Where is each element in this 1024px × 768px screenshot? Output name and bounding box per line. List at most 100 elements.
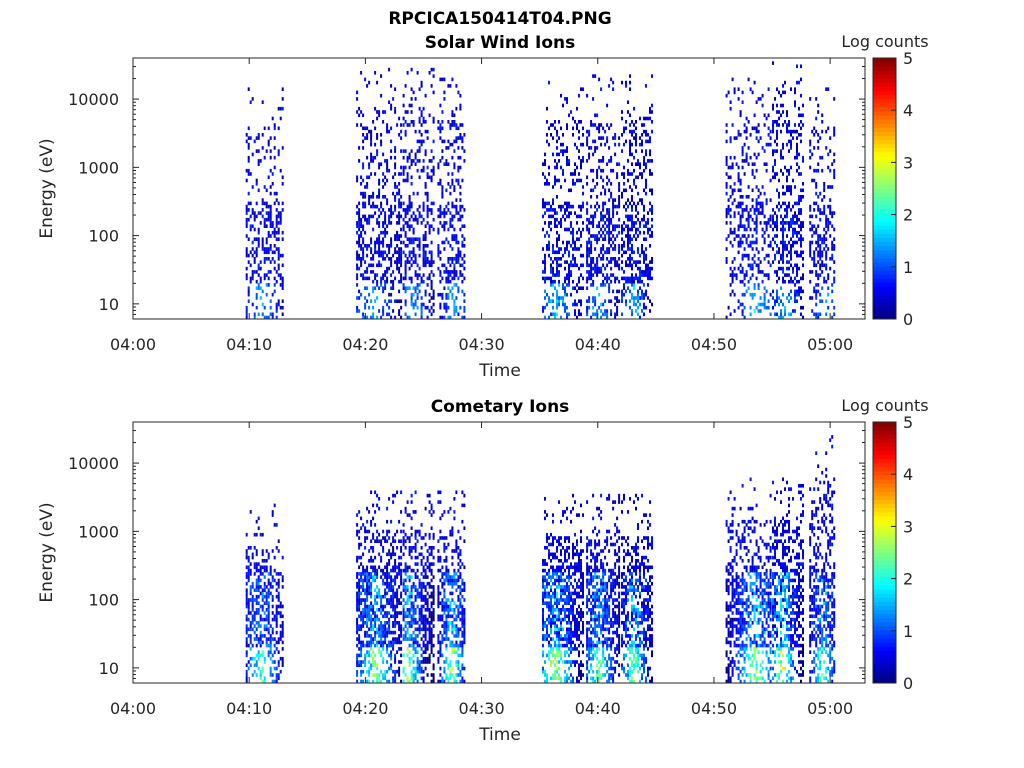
- spectrogram-cell: [392, 565, 395, 570]
- spectrogram-cell: [645, 266, 647, 271]
- spectrogram-cell: [788, 201, 790, 206]
- spectrogram-cell: [739, 110, 742, 114]
- spectrogram-cell: [388, 630, 391, 635]
- spectrogram-cell: [281, 627, 284, 632]
- spectrogram-cell: [743, 234, 746, 238]
- spectrogram-cell: [422, 585, 425, 589]
- spectrogram-cell: [823, 185, 826, 189]
- spectrogram-cell: [729, 175, 732, 180]
- spectrogram-cell: [443, 240, 446, 245]
- spectrogram-cell: [776, 123, 778, 127]
- spectrogram-cell: [592, 312, 595, 317]
- spectrogram-cell: [376, 594, 379, 599]
- spectrogram-cell: [261, 240, 264, 245]
- spectrogram-cell: [455, 283, 458, 287]
- spectrogram-cell: [249, 588, 252, 592]
- spectrogram-cell: [406, 123, 409, 127]
- spectrogram-cell: [437, 253, 440, 258]
- spectrogram-cell: [629, 247, 631, 251]
- spectrogram-cell: [831, 257, 834, 261]
- spectrogram-cell: [428, 594, 431, 599]
- spectrogram-cell: [247, 555, 250, 560]
- spectrogram-cell: [418, 204, 421, 209]
- spectrogram-cell: [406, 598, 409, 602]
- spectrogram-cell: [625, 84, 627, 88]
- spectrogram-cell: [374, 594, 377, 599]
- spectrogram-cell: [263, 575, 266, 579]
- spectrogram-cell: [380, 240, 383, 245]
- spectrogram-cell: [271, 116, 274, 121]
- spectrogram-cell: [398, 519, 401, 524]
- spectrogram-cell: [416, 208, 419, 212]
- spectrogram-cell: [594, 113, 597, 118]
- spectrogram-cell: [763, 237, 766, 241]
- spectrogram-cell: [621, 312, 623, 317]
- spectrogram-cell: [610, 182, 613, 186]
- spectrogram-cell: [453, 270, 456, 274]
- spectrogram-cell: [623, 129, 625, 134]
- spectrogram-cell: [394, 493, 397, 498]
- spectrogram-cell: [414, 299, 417, 303]
- spectrogram-cell: [548, 315, 550, 320]
- spectrogram-cell: [356, 513, 359, 517]
- spectrogram-cell: [564, 227, 566, 232]
- spectrogram-cell: [813, 289, 816, 294]
- spectrogram-cell: [614, 257, 617, 261]
- spectrogram-cell: [725, 172, 728, 176]
- spectrogram-cell: [592, 257, 595, 261]
- spectrogram-cell: [780, 149, 782, 153]
- spectrogram-cell: [362, 273, 365, 277]
- spectrogram-cell: [386, 168, 389, 173]
- spectrogram-cell: [259, 640, 262, 645]
- spectrogram-cell: [265, 257, 268, 261]
- spectrogram-cell: [414, 286, 417, 290]
- spectrogram-cell: [623, 250, 625, 255]
- spectrogram-cell: [362, 113, 365, 118]
- spectrogram-cell: [782, 227, 784, 232]
- spectrogram-cell: [362, 276, 365, 281]
- spectrogram-cell: [356, 601, 359, 605]
- spectrogram-cell: [247, 575, 250, 579]
- spectrogram-cell: [402, 539, 405, 543]
- colorbar-segment: [873, 200, 896, 206]
- spectrogram-cell: [451, 155, 454, 160]
- spectrogram-cell: [608, 250, 611, 255]
- spectrogram-cell: [643, 230, 645, 235]
- spectrogram-cell: [400, 640, 403, 645]
- spectrogram-cell: [358, 614, 361, 619]
- spectrogram-cell: [267, 572, 270, 576]
- spectrogram-cell: [794, 100, 796, 104]
- spectrogram-cell: [578, 286, 580, 290]
- spectrogram-cell: [753, 240, 756, 245]
- spectrogram-cell: [461, 240, 464, 245]
- spectrogram-cell: [368, 650, 371, 654]
- spectrogram-cell: [364, 536, 367, 540]
- spectrogram-cell: [275, 673, 278, 677]
- spectrogram-cell: [356, 572, 359, 576]
- spectrogram-cell: [396, 263, 399, 268]
- spectrogram-cell: [410, 656, 413, 661]
- spectrogram-cell: [281, 87, 284, 91]
- spectrogram-cell: [635, 309, 637, 313]
- spectrogram-cell: [418, 666, 421, 671]
- spectrogram-cell: [802, 188, 804, 193]
- spectrogram-cell: [817, 103, 820, 108]
- spectrogram-cell: [612, 201, 615, 206]
- spectrogram-cell: [588, 247, 591, 251]
- spectrogram-cell: [544, 234, 546, 238]
- spectrogram-cell: [815, 283, 818, 287]
- spectrogram-cell: [623, 204, 625, 209]
- spectrogram-cell: [428, 653, 431, 658]
- spectrogram-cell: [552, 201, 554, 206]
- spectrogram-cell: [376, 608, 379, 612]
- spectrogram-cell: [428, 159, 431, 163]
- spectrogram-cell: [618, 182, 621, 186]
- spectrogram-cell: [751, 247, 754, 251]
- spectrogram-cell: [412, 247, 415, 251]
- spectrogram-cell: [398, 585, 401, 589]
- spectrogram-cell: [398, 611, 401, 615]
- spectrogram-cell: [277, 250, 280, 255]
- spectrogram-cell: [358, 296, 361, 300]
- spectrogram-cell: [796, 292, 798, 297]
- spectrogram-cell: [647, 116, 649, 121]
